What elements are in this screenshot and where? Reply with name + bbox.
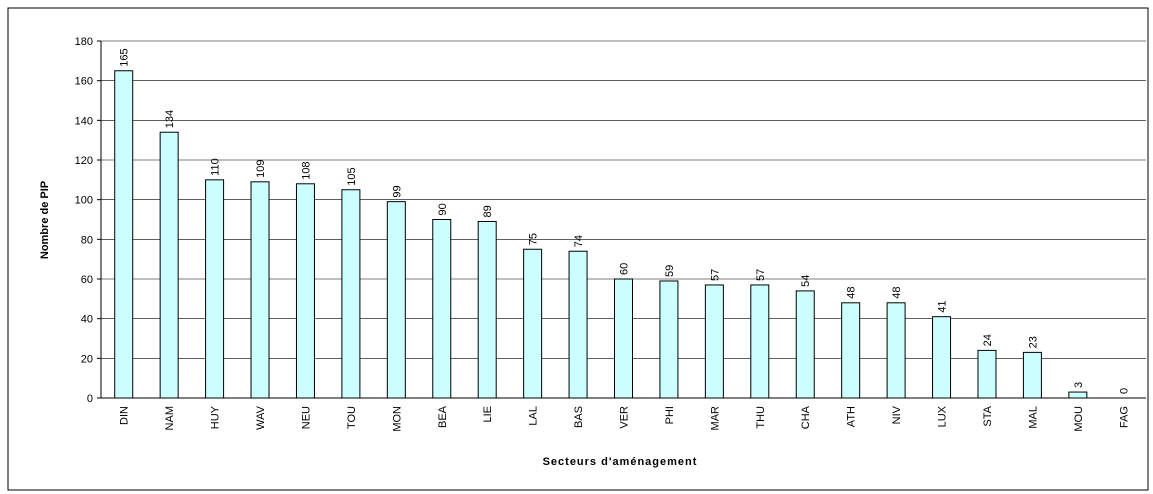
y-tick-label: 0	[87, 393, 93, 405]
value-label: 0	[1118, 388, 1130, 394]
value-label: 108	[300, 161, 312, 179]
x-tick-label: TOU	[346, 406, 358, 429]
value-label: 24	[982, 334, 994, 346]
y-tick-label: 180	[75, 36, 93, 48]
value-label: 60	[619, 263, 631, 275]
x-tick-label: MAL	[1027, 406, 1039, 429]
bar	[704, 284, 724, 399]
y-tick-label: 20	[81, 353, 93, 365]
x-tick-label: MON	[391, 406, 403, 432]
value-label: 41	[937, 300, 949, 312]
bar	[1022, 351, 1042, 399]
x-tick-label: NAM	[164, 406, 176, 430]
x-tick-label: MOU	[1073, 406, 1085, 432]
x-tick-label: VER	[619, 406, 631, 429]
x-tick-label: WAV	[255, 405, 267, 429]
bar	[614, 278, 633, 399]
value-label: 105	[346, 167, 358, 185]
bar	[932, 316, 952, 399]
x-tick-label: BEA	[437, 405, 449, 428]
value-label: 48	[891, 287, 903, 299]
bar	[295, 183, 315, 399]
x-tick-label: THU	[755, 406, 767, 429]
value-label: 165	[119, 48, 131, 66]
y-tick-label: 40	[81, 314, 93, 326]
bar	[841, 302, 861, 399]
bar	[523, 248, 543, 399]
y-tick-label: 120	[75, 155, 93, 167]
value-label: 134	[164, 110, 176, 128]
value-label: 54	[800, 275, 812, 287]
x-tick-label: NEU	[300, 406, 312, 429]
y-axis-label: Nombre de PIP	[39, 181, 51, 259]
bar	[568, 250, 588, 399]
value-label: 74	[573, 235, 585, 247]
value-label: 48	[846, 287, 858, 299]
value-label: 90	[437, 203, 449, 215]
value-label: 99	[391, 185, 403, 197]
value-label: 23	[1027, 336, 1039, 348]
y-tick-label: 100	[75, 195, 93, 207]
value-label: 109	[255, 159, 267, 177]
value-label: 57	[709, 269, 721, 281]
x-tick-label: NIV	[891, 405, 903, 424]
x-tick-label: STA	[982, 405, 994, 426]
bar	[795, 290, 815, 399]
bar	[114, 70, 134, 399]
x-tick-label: PHI	[664, 406, 676, 424]
bar	[659, 280, 679, 399]
bar	[250, 181, 270, 399]
bar	[750, 284, 770, 399]
bar	[477, 220, 497, 399]
x-tick-label: BAS	[573, 406, 585, 428]
bar	[977, 349, 997, 399]
bar	[159, 131, 179, 399]
x-tick-label: MAR	[709, 406, 721, 431]
x-tick-label: CHA	[800, 405, 812, 429]
y-tick-label: 60	[81, 274, 93, 286]
y-tick-label: 140	[75, 115, 93, 127]
chart-border	[7, 7, 1149, 491]
bar	[386, 201, 406, 399]
x-tick-label: DIN	[119, 406, 131, 425]
x-tick-label: LUX	[937, 405, 949, 427]
value-label: 3	[1073, 382, 1085, 388]
bar	[886, 302, 906, 399]
bar	[341, 189, 361, 399]
x-axis-label: Secteurs d'aménagement	[543, 456, 698, 468]
value-label: 59	[664, 265, 676, 277]
y-tick-label: 80	[81, 234, 93, 246]
x-tick-label: HUY	[210, 405, 222, 429]
bar	[205, 179, 225, 399]
x-tick-label: ATH	[846, 406, 858, 427]
bar	[1068, 391, 1088, 399]
value-label: 110	[210, 158, 222, 176]
value-label: 75	[528, 233, 540, 245]
value-label: 57	[755, 269, 767, 281]
x-tick-label: LIE	[482, 406, 494, 423]
value-label: 89	[482, 205, 494, 217]
x-tick-label: FAG	[1118, 406, 1130, 428]
x-tick-label: LAL	[528, 406, 540, 426]
bar	[432, 219, 452, 399]
y-tick-label: 160	[75, 76, 93, 88]
